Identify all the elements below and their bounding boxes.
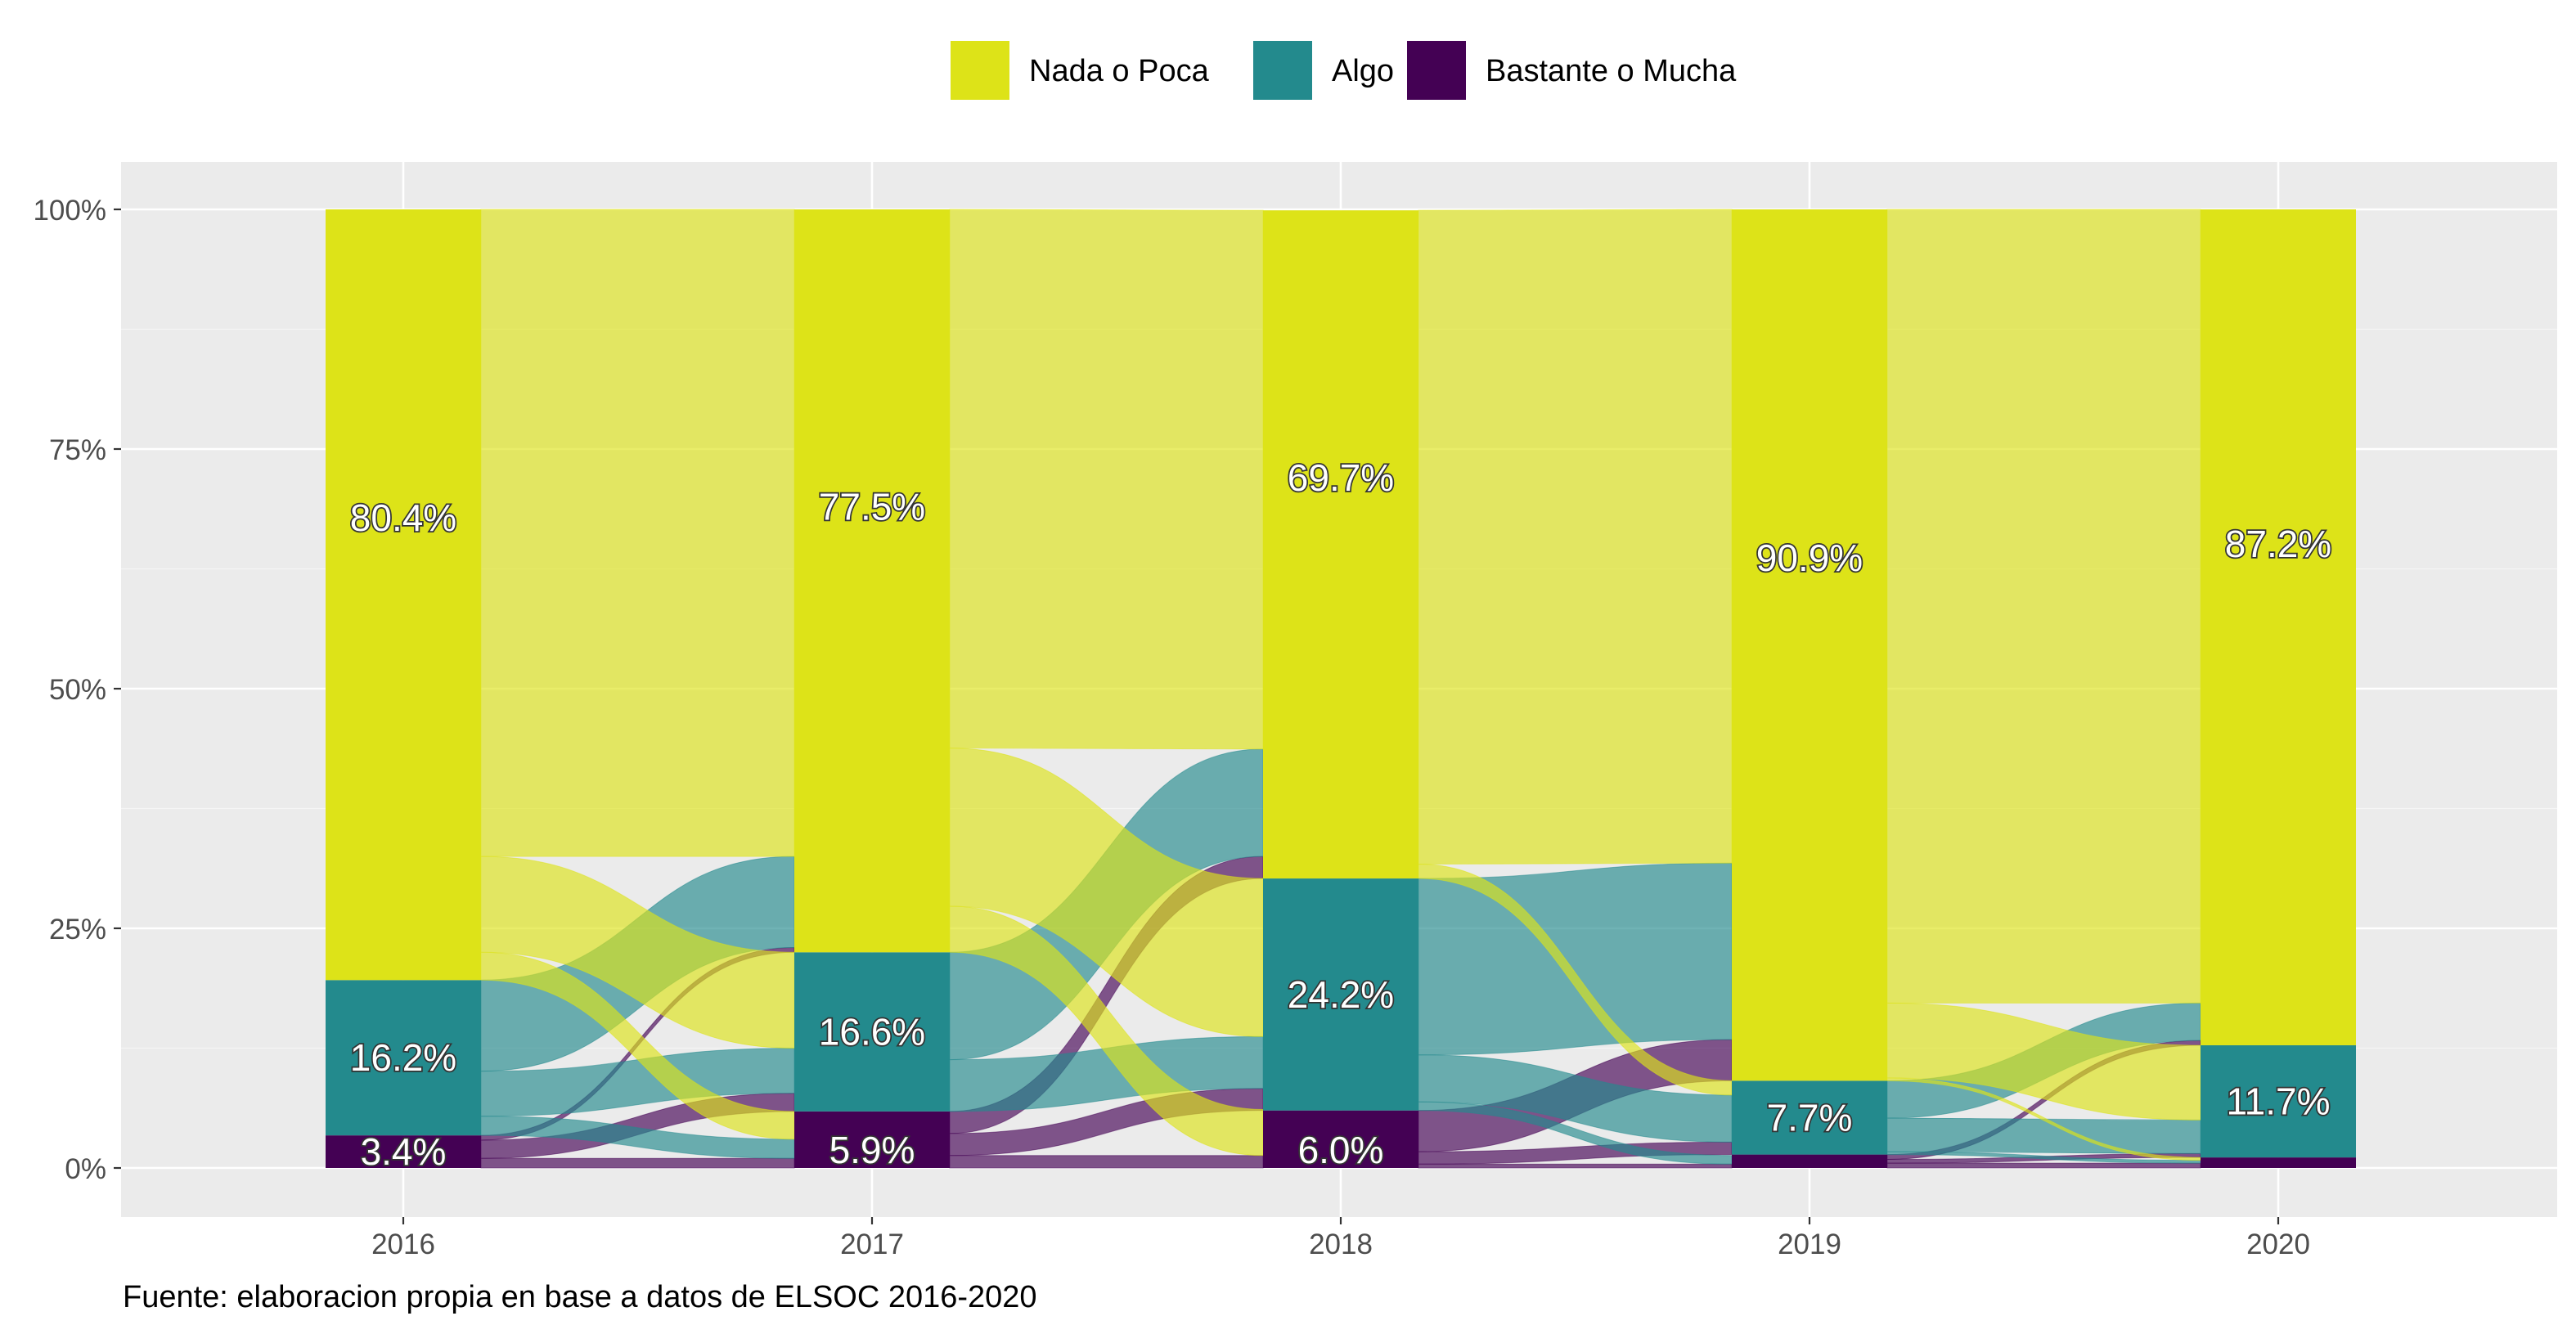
x-tick-label-2020: 2020	[2246, 1228, 2310, 1260]
legend-key-algo	[1253, 41, 1312, 100]
data-label-2019-algo: 7.7%	[1767, 1096, 1853, 1139]
bar-2016-algo	[326, 980, 481, 1136]
y-tick-label: 100%	[33, 195, 106, 227]
y-tick-label: 50%	[49, 674, 106, 706]
legend-label-bastante-o-mucha: Bastante o Mucha	[1486, 54, 1737, 88]
data-label-2016-algo: 16.2%	[350, 1036, 456, 1079]
bar-2019-algo	[1732, 1080, 1887, 1155]
data-label-2020-algo: 11.7%	[2226, 1080, 2330, 1123]
data-label-2016-bastante-o-mucha: 3.4%	[361, 1130, 447, 1173]
bar-2017-nada-o-poca	[794, 209, 950, 953]
legend: Nada o Poca Algo Bastante o Mucha	[951, 41, 1737, 100]
x-tick-label-2017: 2017	[840, 1228, 904, 1260]
flow-2019-algo-to-algo	[1886, 1117, 2201, 1154]
data-label-2017-bastante-o-mucha: 5.9%	[829, 1129, 915, 1171]
bar-2018-bastante-o-mucha	[1263, 1110, 1418, 1168]
flow-2016-nada-o-poca-to-nada-o-poca	[480, 209, 795, 857]
legend-label-algo: Algo	[1332, 54, 1394, 88]
bar-2018-nada-o-poca	[1263, 210, 1418, 879]
flows-layer	[480, 209, 2201, 1169]
bar-2019-bastante-o-mucha	[1732, 1154, 1887, 1168]
flow-2019-bastante-o-mucha-to-bastante-o-mucha	[1886, 1162, 2201, 1169]
data-label-2019-nada-o-poca: 90.9%	[1756, 537, 1863, 579]
bar-2020-nada-o-poca	[2201, 209, 2356, 1045]
data-label-2020-nada-o-poca: 87.2%	[2225, 523, 2331, 565]
bar-2016-nada-o-poca	[326, 209, 481, 981]
flow-2018-nada-o-poca-to-nada-o-poca	[1418, 209, 1733, 865]
data-label-2018-algo: 24.2%	[1288, 973, 1394, 1016]
chart-caption: Fuente: elaboracion propia en base a dat…	[123, 1280, 1037, 1314]
flow-2018-bastante-o-mucha-to-bastante-o-mucha	[1418, 1163, 1733, 1169]
y-tick-label: 25%	[49, 914, 106, 945]
flow-2019-nada-o-poca-to-nada-o-poca	[1886, 209, 2201, 1004]
data-label-2017-nada-o-poca: 77.5%	[819, 485, 925, 528]
bar-2017-algo	[794, 952, 950, 1112]
bar-2019-nada-o-poca	[1732, 209, 1887, 1081]
data-label-2018-nada-o-poca: 69.7%	[1288, 456, 1394, 499]
bar-2020-algo	[2201, 1044, 2356, 1158]
flow-2016-bastante-o-mucha-to-bastante-o-mucha	[480, 1157, 795, 1169]
flow-2017-nada-o-poca-to-nada-o-poca	[949, 209, 1264, 750]
flow-2017-bastante-o-mucha-to-bastante-o-mucha	[949, 1155, 1264, 1169]
bar-2016-bastante-o-mucha	[326, 1135, 481, 1168]
labels-layer: 80.4% 16.2% 3.4% 77.5% 16.6% 5.9% 69.7% 24.2% 6.…	[348, 455, 2333, 1175]
legend-key-nada-o-poca	[951, 41, 1009, 100]
legend-key-bastante-o-mucha	[1407, 41, 1466, 100]
bar-2018-algo	[1263, 878, 1418, 1111]
legend-label-nada-o-poca: Nada o Poca	[1029, 54, 1210, 88]
bar-2017-bastante-o-mucha	[794, 1111, 950, 1168]
data-label-2017-algo: 16.6%	[819, 1011, 925, 1053]
bars-layer	[326, 209, 2356, 1168]
data-label-2016-nada-o-poca: 80.4%	[350, 496, 456, 539]
x-tick-label-2016: 2016	[371, 1228, 435, 1260]
x-tick-label-2018: 2018	[1309, 1228, 1373, 1260]
y-tick-label: 75%	[49, 434, 106, 466]
flow-2018-algo-to-nada-o-poca	[1418, 862, 1733, 1056]
y-tick-label: 0%	[65, 1153, 106, 1185]
data-label-2018-bastante-o-mucha: 6.0%	[1298, 1129, 1384, 1171]
x-tick-label-2019: 2019	[1778, 1228, 1841, 1260]
bar-2020-bastante-o-mucha	[2201, 1157, 2356, 1168]
